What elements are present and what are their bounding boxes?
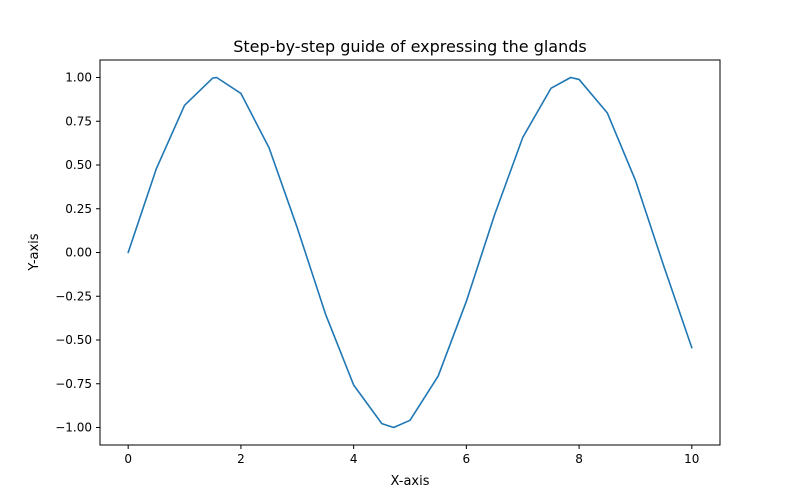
plot-frame bbox=[99, 59, 721, 446]
y-tick-label: 0.50 bbox=[65, 158, 92, 172]
x-tick-label: 10 bbox=[684, 452, 699, 466]
plot-background bbox=[100, 60, 720, 445]
x-tick-label: 2 bbox=[237, 452, 245, 466]
y-tick-label: 0.75 bbox=[65, 114, 92, 128]
x-tick-label: 4 bbox=[350, 452, 358, 466]
y-tick-label: −0.75 bbox=[55, 377, 92, 391]
y-axis-label: Y-axis bbox=[27, 233, 42, 271]
y-tick-label: −0.50 bbox=[55, 333, 92, 347]
x-tick-label: 8 bbox=[575, 452, 583, 466]
series-group bbox=[127, 76, 693, 429]
y-tick-label: −0.25 bbox=[55, 289, 92, 303]
y-tick-label: −1.00 bbox=[55, 421, 92, 435]
x-tick-label: 6 bbox=[463, 452, 471, 466]
x-tick-label: 0 bbox=[124, 452, 132, 466]
axis-ticks: 0 2 4 6 8 10 −1.00 −0.75 −0.50 −0.25 0.00 0.25 0.50 0… bbox=[55, 71, 699, 467]
y-tick-label: 0.00 bbox=[65, 246, 92, 260]
x-axis-label: X-axis bbox=[391, 474, 430, 489]
y-tick-label: 0.25 bbox=[65, 202, 92, 216]
y-tick-label: 1.00 bbox=[65, 71, 92, 85]
chart-title: Step-by-step guide of expressing the gla… bbox=[233, 37, 587, 56]
series-line bbox=[127, 76, 693, 429]
